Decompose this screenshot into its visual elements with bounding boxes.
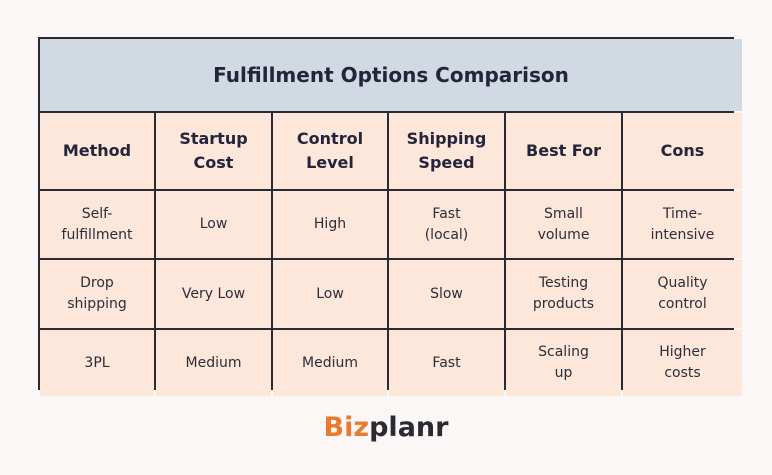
cell-self-fulfillment-startup-cost: Low xyxy=(156,191,271,258)
cell-drop-shipping-method: Drop shipping xyxy=(40,260,154,328)
cell-self-fulfillment-cons: Time- intensive xyxy=(623,191,742,258)
cell-drop-shipping-startup-cost: Very Low xyxy=(156,260,271,328)
table-title: Fulfillment Options Comparison xyxy=(40,39,742,111)
bizplanr-logo: Bizplanr xyxy=(0,408,772,448)
header-control-level: Control Level xyxy=(273,113,387,189)
header-shipping-speed: Shipping Speed xyxy=(389,113,504,189)
header-method: Method xyxy=(40,113,154,189)
cell-drop-shipping-control-level: Low xyxy=(273,260,387,328)
cell-self-fulfillment-method: Self- fulfillment xyxy=(40,191,154,258)
cell-self-fulfillment-best-for: Small volume xyxy=(506,191,621,258)
header-cons: Cons xyxy=(623,113,742,189)
header-startup-cost: Startup Cost xyxy=(156,113,271,189)
comparison-table: Fulfillment Options Comparison Method St… xyxy=(38,37,742,396)
header-best-for: Best For xyxy=(506,113,621,189)
cell-drop-shipping-shipping-speed: Slow xyxy=(389,260,504,328)
cell-3pl-shipping-speed: Fast xyxy=(389,330,504,396)
cell-3pl-cons: Higher costs xyxy=(623,330,742,396)
cell-drop-shipping-best-for: Testing products xyxy=(506,260,621,328)
cell-3pl-method: 3PL xyxy=(40,330,154,396)
cell-3pl-startup-cost: Medium xyxy=(156,330,271,396)
cell-3pl-best-for: Scaling up xyxy=(506,330,621,396)
cell-drop-shipping-cons: Quality control xyxy=(623,260,742,328)
logo-part-planr: planr xyxy=(369,412,449,443)
cell-self-fulfillment-control-level: High xyxy=(273,191,387,258)
cell-self-fulfillment-shipping-speed: Fast (local) xyxy=(389,191,504,258)
cell-3pl-control-level: Medium xyxy=(273,330,387,396)
logo-part-biz: Biz xyxy=(323,412,370,443)
